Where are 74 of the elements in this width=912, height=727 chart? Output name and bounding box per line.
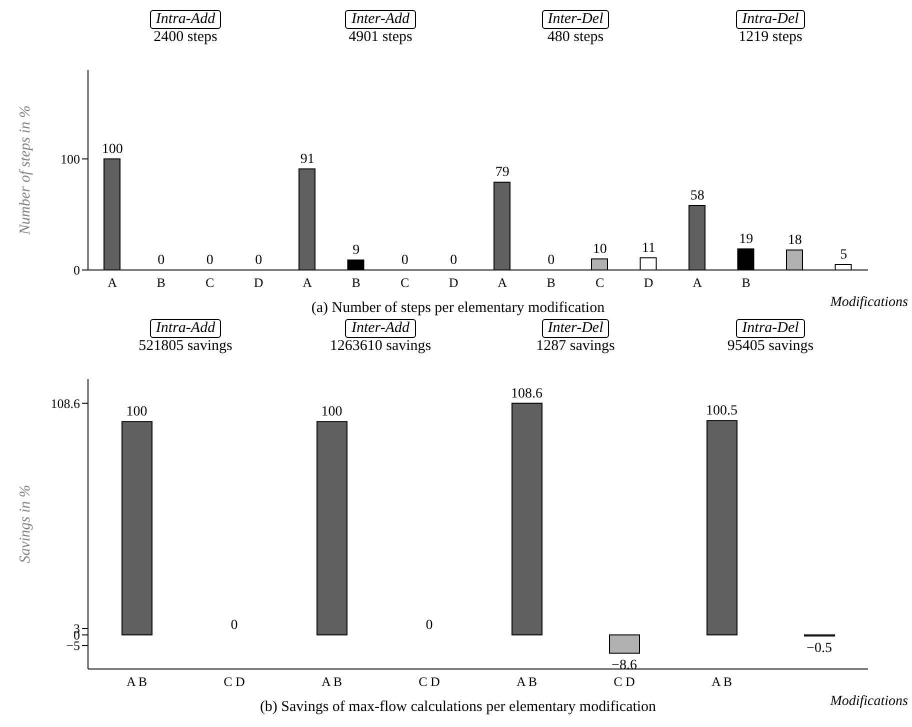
bar <box>316 421 348 636</box>
bar <box>706 420 738 636</box>
x-tick-label: B <box>352 275 361 290</box>
x-tick-label: A <box>302 275 313 290</box>
text: 4901 steps <box>348 29 414 46</box>
text: (b) Savings of max-flow calculations per elementary modification <box>260 699 656 715</box>
x-tick-label: D <box>644 275 654 290</box>
x-tick-label: B <box>742 275 751 290</box>
data-label: 11 <box>642 240 656 256</box>
data-label: 19 <box>739 232 754 247</box>
bar <box>122 421 152 636</box>
x-tick-label: A <box>108 275 118 290</box>
data-label: −0.5 <box>806 640 832 656</box>
x-tick-label: B <box>546 275 556 290</box>
text: 521805 savings <box>138 338 234 355</box>
x-tick-label: C <box>596 275 604 290</box>
text: 1219 steps <box>738 29 804 46</box>
x-tick-label: C D <box>418 674 440 690</box>
data-label: 108.6 <box>511 386 542 402</box>
text: Inter-Del <box>542 319 610 338</box>
data-label: 100 <box>321 404 342 420</box>
text: Inter-Add <box>345 10 416 29</box>
text: 480 steps <box>546 29 605 46</box>
text: (a) Number of steps per elementary modification <box>311 300 605 316</box>
data-label: 0 <box>548 253 555 268</box>
text: Intra-Add <box>150 10 222 29</box>
y-tick-label: 100 <box>60 152 80 167</box>
x-tick-label: A B <box>126 674 148 690</box>
y-tick-label: 108.6 <box>50 396 80 411</box>
data-label: 100 <box>102 142 123 157</box>
text: Intra-Del <box>736 10 805 29</box>
x-tick-label: A <box>498 275 508 290</box>
x-tick-label: C D <box>224 674 245 690</box>
x-tick-label: C <box>206 275 214 290</box>
data-label: 10 <box>592 242 607 257</box>
text: 95405 savings <box>726 338 815 355</box>
data-label: 0 <box>158 253 165 268</box>
data-label: 0 <box>255 253 262 268</box>
data-label: 79 <box>495 165 510 180</box>
text: Intra-Add <box>150 319 222 338</box>
x-tick-label: D <box>254 275 264 290</box>
x-tick-label: C <box>400 275 410 290</box>
data-label: 58 <box>690 188 704 204</box>
text: 1287 savings <box>535 338 616 355</box>
x-tick-label: D <box>448 275 458 290</box>
data-label: 0 <box>230 618 238 633</box>
text: Intra-Del <box>736 319 805 338</box>
data-label: 18 <box>788 233 802 248</box>
bar <box>512 402 542 636</box>
x-tick-label: A B <box>711 674 732 690</box>
text: 1263610 savings <box>328 338 432 355</box>
y-tick-label: 0 <box>74 262 80 278</box>
data-label: 0 <box>401 253 408 268</box>
x-tick-label: A B <box>516 674 538 690</box>
data-label: 0 <box>426 618 433 633</box>
data-label: 9 <box>352 243 360 258</box>
data-label: 100.5 <box>706 404 738 419</box>
y-axis-title: Savings in % <box>17 484 34 564</box>
x-tick-label: A B <box>321 674 342 690</box>
text: 2400 steps <box>152 29 218 46</box>
data-label: 0 <box>450 253 458 268</box>
x-tick-label: C D <box>614 674 635 690</box>
x-axis-title: Modifications <box>830 694 908 710</box>
data-label: 91 <box>300 152 314 167</box>
data-label: 100 <box>126 404 148 420</box>
data-label: 0 <box>206 253 214 268</box>
text: Inter-Add <box>345 319 416 338</box>
data-label: 5 <box>840 247 848 262</box>
y-axis-title: Number of steps in % <box>17 105 34 236</box>
text: Inter-Del <box>542 10 610 29</box>
x-tick-label: B <box>156 275 166 290</box>
bar <box>609 634 640 654</box>
x-tick-label: A <box>692 275 703 290</box>
x-axis-title: Modifications <box>830 295 908 311</box>
